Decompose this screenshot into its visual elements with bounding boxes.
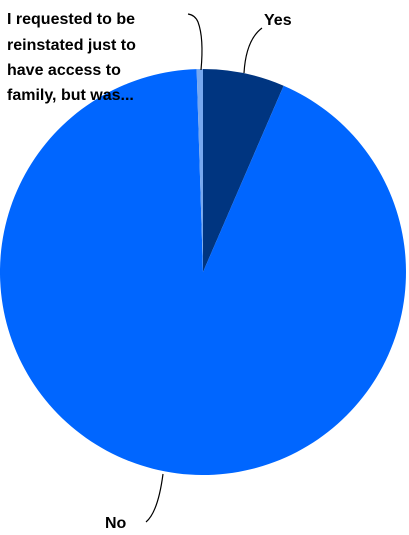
leader-line-yes: [243, 27, 263, 74]
slice-label-other-line-1: I requested to be: [7, 11, 135, 28]
pie-slice-yes: [203, 69, 284, 272]
leader-line-other: [187, 13, 203, 71]
slice-label-other-line-3: have access to: [7, 62, 121, 79]
pie-slice-other: [196, 69, 203, 272]
slice-label-yes: Yes: [264, 12, 292, 29]
slice-label-other-line-4: family, but was...: [7, 87, 134, 104]
slice-label-other: I requested to be reinstated just to hav…: [7, 11, 140, 104]
pie-slices: [0, 69, 406, 475]
slice-label-other-line-2: reinstated just to: [7, 37, 136, 54]
slice-label-no: No: [105, 515, 127, 532]
pie-slice-no: [0, 69, 406, 475]
leader-line-no: [145, 473, 164, 523]
